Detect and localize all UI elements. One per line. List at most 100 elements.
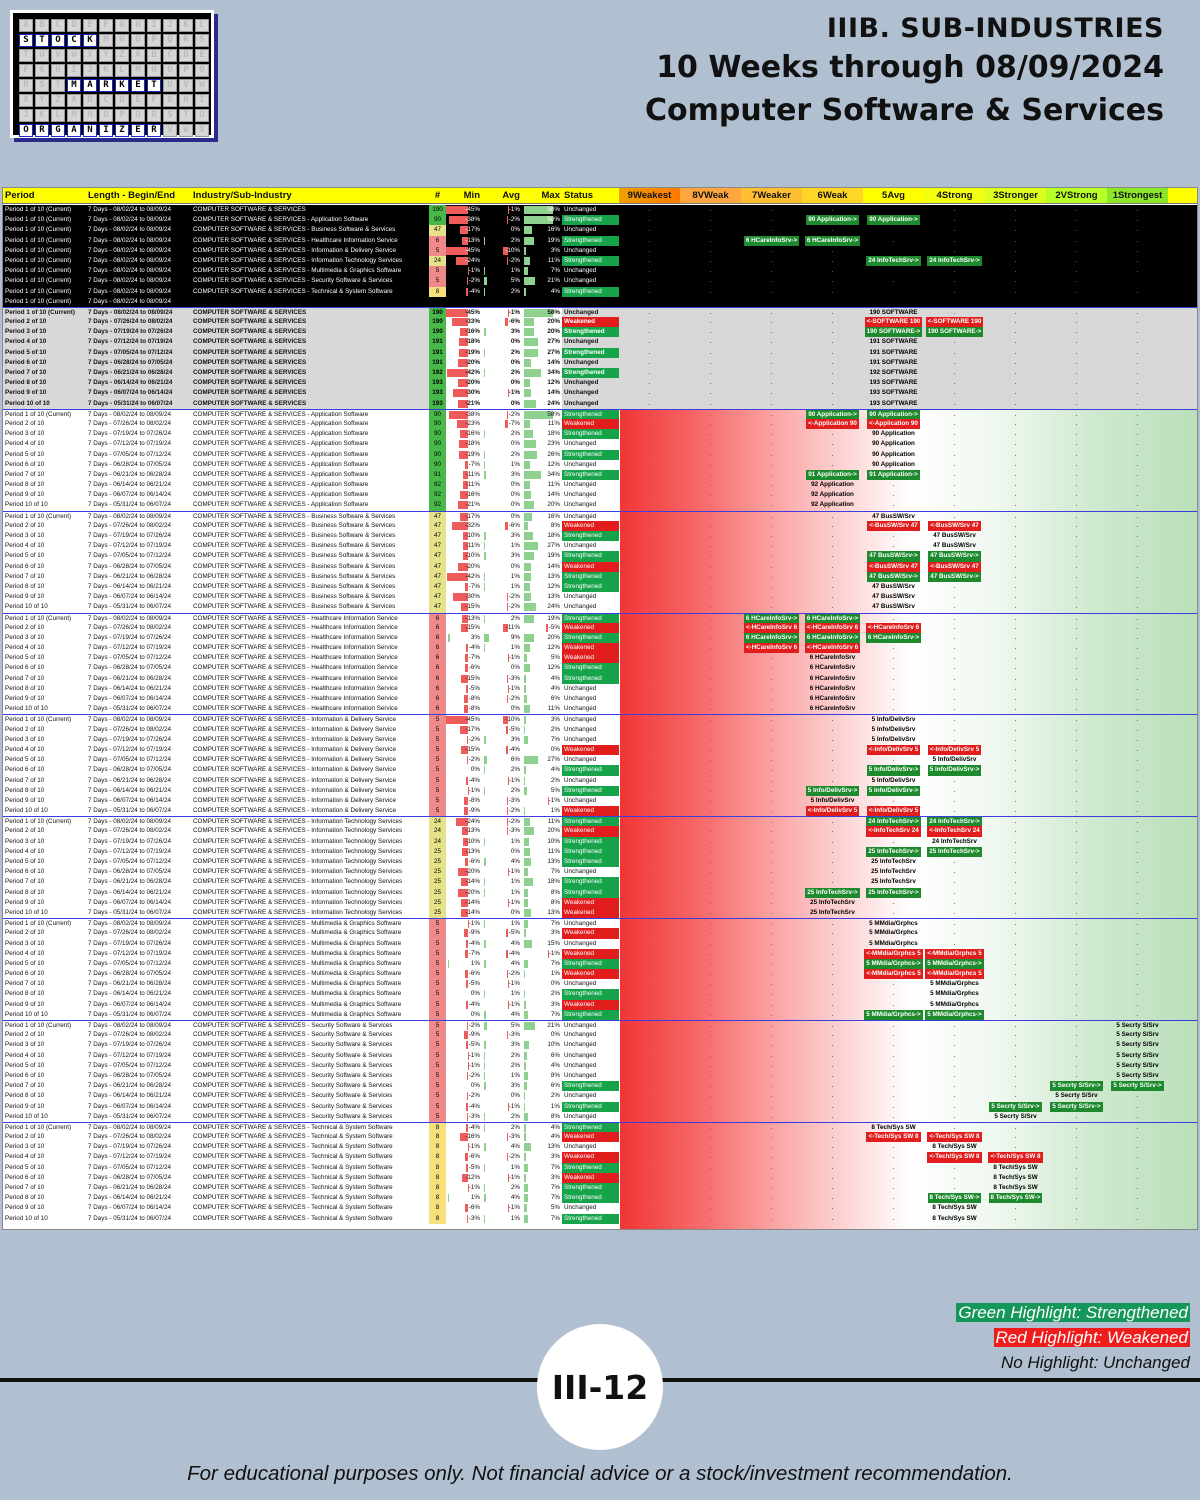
cell-stage-4: . [924, 888, 985, 898]
cell-stage-7: . [741, 592, 802, 602]
value-text: 14% [547, 562, 560, 570]
cell-min: 0% [446, 989, 482, 1000]
stage-placeholder: . [770, 858, 773, 865]
cell-length: 7 Days - 05/31/24 to 06/07/24 [88, 603, 171, 611]
cell-max: 1% [522, 806, 562, 817]
value-bar [484, 766, 485, 775]
value-text: -1% [508, 1102, 520, 1110]
cell-stage-7: . [741, 776, 802, 786]
cell-stage-5: <-InfoTechSrv 24 [863, 826, 924, 837]
value-text: 0% [510, 501, 520, 509]
stage-placeholder: . [770, 348, 773, 356]
cell-count: 191 [429, 357, 446, 368]
value-text: 16% [547, 512, 560, 520]
table-row: Period 8 of 10 7 Days - 06/14/24 to 06/21… [3, 989, 1197, 1000]
cell-length: 7 Days - 06/14/24 to 06/21/24 [88, 1194, 171, 1202]
stage-placeholder: . [648, 1051, 651, 1059]
cell-stage-6: . [802, 225, 863, 235]
cell-stage-8: . [680, 643, 741, 653]
cell-period: Period 4 of 10 [5, 1051, 45, 1059]
cell-stage-3: . [985, 989, 1046, 999]
cell-stage-4: . [924, 266, 985, 276]
table-row: Period 9 of 10 7 Days - 06/07/24 to 06/14… [3, 795, 1197, 807]
cell-stage-1: 5 Secrty S/Srv [1107, 276, 1168, 286]
cell-stage-3: . [985, 806, 1046, 816]
stage-placeholder: . [770, 837, 773, 845]
stage-placeholder: . [892, 908, 895, 916]
cell-stage-5: 8 Tech/Sys SW [863, 287, 924, 297]
cell-stage-5: . [863, 1112, 924, 1122]
cell-stage-1: . [1107, 663, 1168, 673]
cell-stage-3: . [985, 266, 1046, 276]
cell-max: 5% [522, 653, 562, 664]
value-bar [456, 818, 468, 827]
value-bar [507, 868, 508, 877]
cell-count: 5 [429, 938, 446, 949]
cell-stage-9: . [619, 266, 680, 276]
value-bar [506, 745, 508, 754]
cell-stage-8: . [680, 276, 741, 286]
cell-stage-2: . [1046, 410, 1107, 419]
table-row: Period 1 of 10 (Current) 7 Days - 08/02/2… [3, 612, 1197, 623]
stage-placeholder: . [831, 1194, 834, 1202]
cell-industry: COMPUTER SOFTWARE & SERVICES - Multimedi… [193, 949, 402, 957]
table-row: Period 4 of 10 7 Days - 07/12/24 to 07/19… [3, 541, 1197, 552]
stage-placeholder: . [892, 695, 895, 702]
cell-max: 4% [522, 1060, 562, 1071]
cell-industry: COMPUTER SOFTWARE & SERVICES - Healthcar… [193, 614, 398, 622]
value-text: 20% [547, 318, 560, 326]
stage-placeholder: . [1136, 959, 1139, 967]
cell-stage-5: . [863, 908, 924, 918]
stage-placeholder: . [1075, 766, 1078, 774]
stage-placeholder: . [831, 939, 834, 947]
cell-stage-5: . [863, 1193, 924, 1203]
cell-stage-5: 5 Info/DelivSrv [863, 715, 924, 724]
value-bar [457, 501, 468, 510]
value-text: -20% [465, 868, 480, 876]
table-row: Period 1 of 10 (Current) 7 Days - 08/02/2… [3, 408, 1197, 419]
stage-placeholder: . [953, 1061, 956, 1069]
cell-stage-5: 193 SOFTWARE [863, 378, 924, 388]
cell-avg: 1% [482, 571, 522, 582]
table-row: Period 8 of 10 7 Days - 06/14/24 to 06/21… [3, 1193, 1197, 1204]
cell-stage-1: . [1107, 551, 1168, 561]
stage-placeholder: . [1136, 786, 1139, 794]
value-bar [465, 980, 468, 989]
stage-placeholder: . [1136, 766, 1139, 774]
cell-stage-9: . [619, 348, 680, 358]
cell-stage-5: 90 Application [863, 450, 924, 460]
cell-stage-3: . [985, 633, 1046, 643]
cell-stage-2: . [1046, 928, 1107, 938]
table-row: Period 2 of 10 7 Days - 07/26/24 to 08/02… [3, 622, 1197, 633]
cell-avg: -10% [482, 245, 522, 256]
stage-placeholder: . [709, 939, 712, 947]
cell-min: -7% [446, 653, 482, 664]
cell-min: -6% [446, 663, 482, 674]
value-bar [524, 705, 530, 714]
value-text: -4% [468, 776, 480, 784]
value-bar [507, 980, 508, 989]
cell-stage-1: . [1107, 1123, 1168, 1132]
cell-avg: 2% [482, 286, 522, 297]
logo-letter: O [19, 124, 33, 137]
cell-status: Unchanged [564, 542, 597, 550]
cell-max: 4% [522, 683, 562, 694]
cell-stage-8: . [680, 888, 741, 898]
value-text: 5% [550, 786, 560, 794]
value-bar [524, 614, 534, 623]
value-bar [462, 481, 468, 490]
value-text: 20% [547, 827, 560, 835]
value-text: 7% [550, 868, 560, 876]
cell-industry: COMPUTER SOFTWARE & SERVICES - Security … [193, 1041, 393, 1049]
cell-stage-8: . [680, 1030, 741, 1040]
cell-stage-8: . [680, 1173, 741, 1183]
stage-placeholder: . [648, 582, 651, 590]
cell-avg: 0% [482, 439, 522, 450]
value-bar [460, 1133, 468, 1142]
stage-placeholder: . [831, 338, 834, 346]
stage-placeholder: . [1136, 1000, 1139, 1008]
value-text: -23% [465, 419, 480, 427]
cell-stage-2: . [1046, 266, 1107, 276]
stage-placeholder: . [648, 695, 651, 702]
cell-stage-7: . [741, 1132, 802, 1142]
